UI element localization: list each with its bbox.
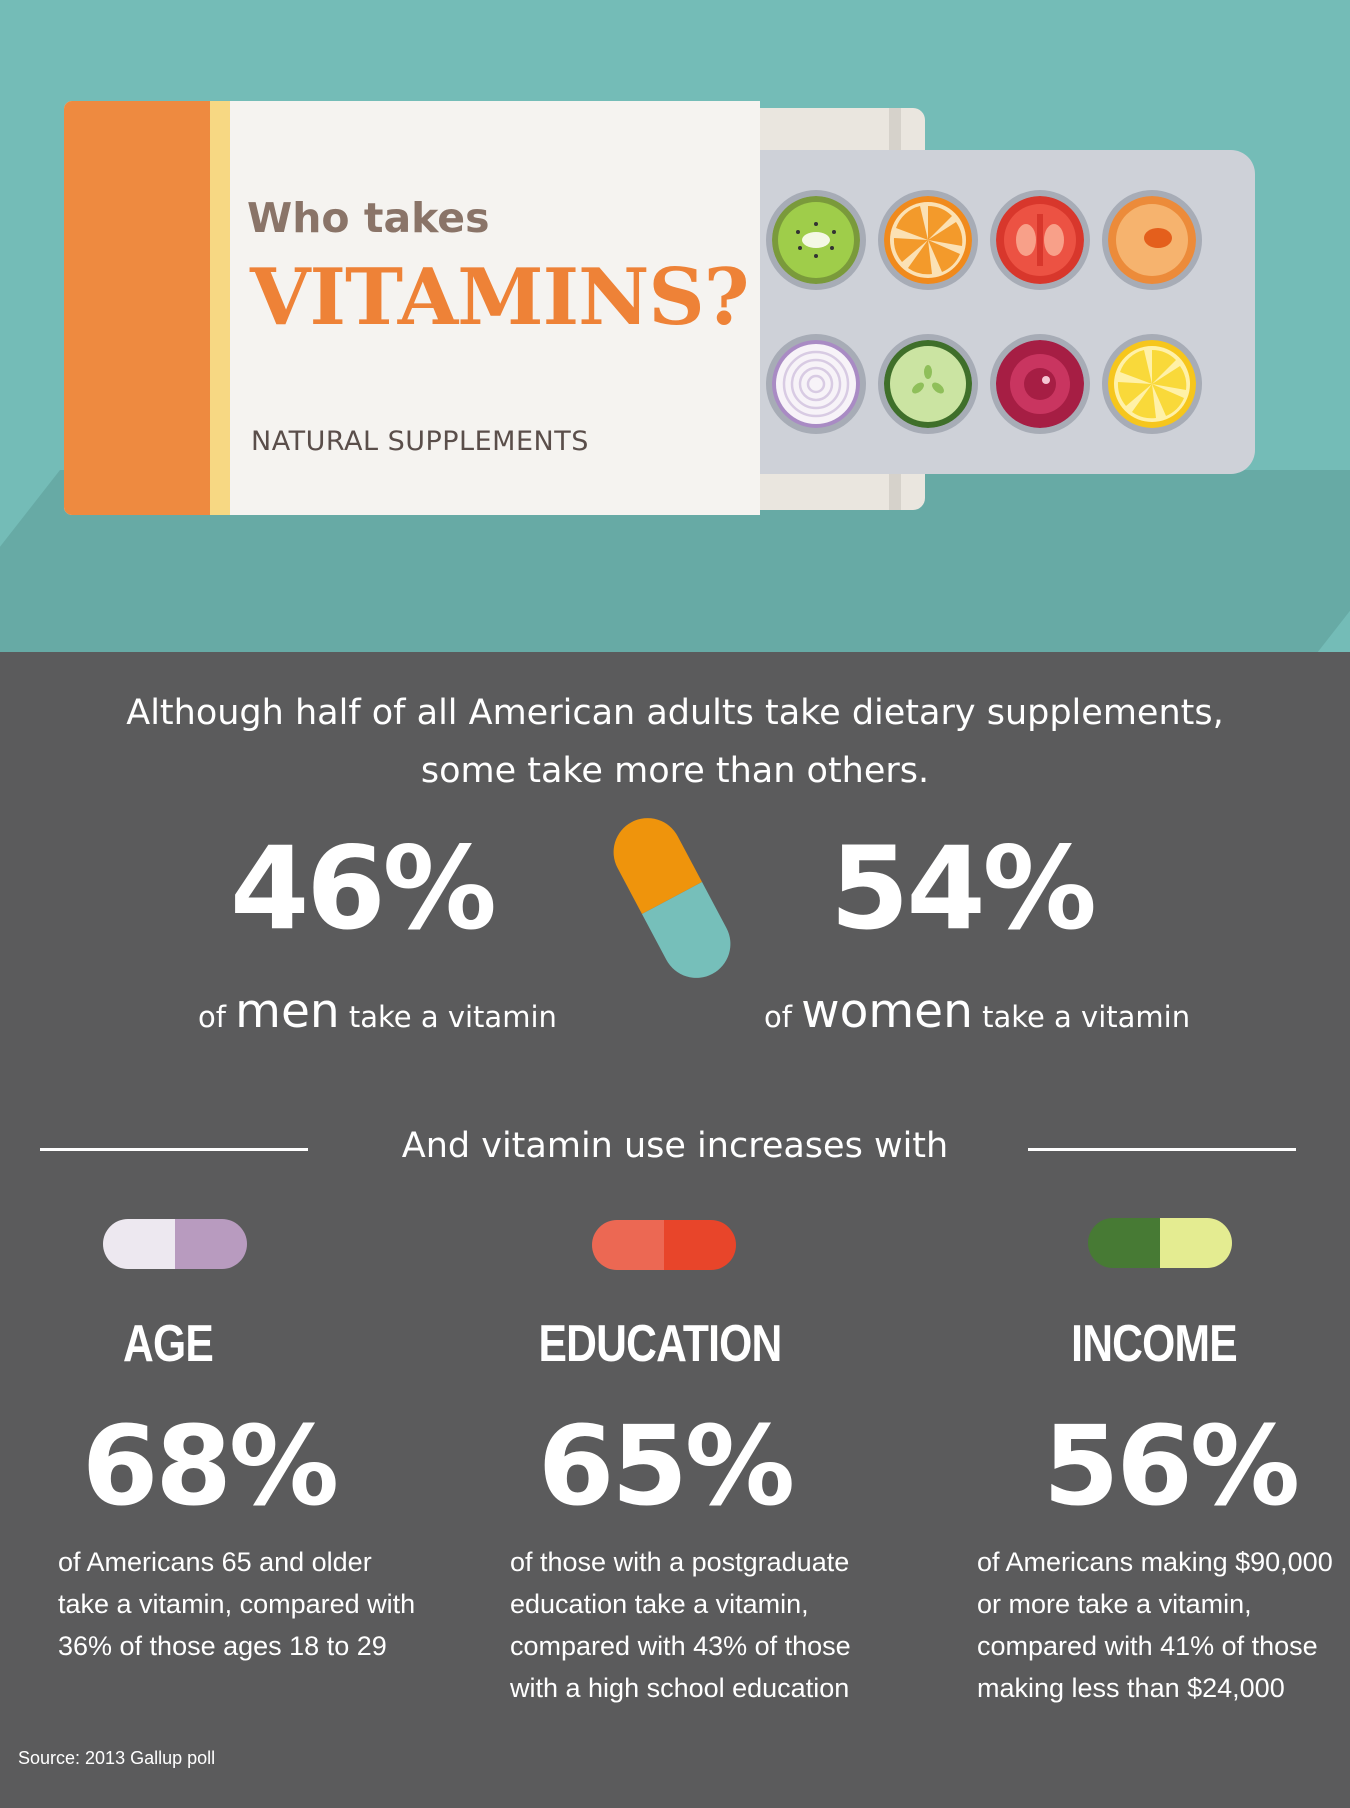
education-description: of those with a postgraduate education t… bbox=[510, 1541, 851, 1709]
divider-left bbox=[40, 1148, 308, 1151]
title-line1: Who takes bbox=[247, 194, 490, 242]
income-desc-line: compared with 41% of those bbox=[977, 1631, 1318, 1661]
tomato-slice-icon bbox=[990, 190, 1090, 290]
beet-slice-icon bbox=[990, 334, 1090, 434]
age-capsule-right bbox=[175, 1219, 247, 1269]
men-group: men bbox=[235, 984, 340, 1039]
increase-heading: And vitamin use increases with bbox=[401, 1126, 949, 1166]
intro-text: Although half of all American adults tak… bbox=[0, 684, 1350, 800]
women-percent: 54% bbox=[830, 822, 1097, 955]
source-note: Source: 2013 Gallup poll bbox=[18, 1748, 216, 1768]
orange-slice-icon bbox=[878, 190, 978, 290]
age-percent: 68% bbox=[81, 1402, 339, 1530]
divider-right bbox=[1028, 1148, 1296, 1151]
capsule-icon bbox=[601, 806, 743, 990]
peach-slice-icon bbox=[1102, 190, 1202, 290]
hero-banner: Who takes VITAMINS? NATURAL SUPPLEMENTS bbox=[0, 0, 1350, 652]
intro-line1: Although half of all American adults tak… bbox=[126, 693, 1224, 733]
men-percent: 46% bbox=[230, 822, 497, 955]
age-title: AGE bbox=[123, 1315, 214, 1373]
men-suffix: take a vitamin bbox=[348, 1000, 557, 1034]
men-caption: of men take a vitamin bbox=[198, 984, 557, 1039]
kiwi-slice-graphic bbox=[772, 196, 860, 284]
education-capsule-icon bbox=[592, 1220, 736, 1270]
onion-slice-graphic bbox=[772, 340, 860, 428]
box-yellow-stripe bbox=[210, 101, 230, 515]
intro-line2: some take more than others. bbox=[420, 751, 930, 791]
women-prefix: of bbox=[764, 1000, 792, 1034]
education-desc-line: of those with a postgraduate bbox=[510, 1547, 850, 1577]
supplement-box bbox=[64, 101, 760, 515]
age-desc-line: take a vitamin, compared with bbox=[58, 1589, 416, 1619]
age-capsule-icon bbox=[103, 1219, 247, 1269]
age-desc-line: 36% of those ages 18 to 29 bbox=[58, 1631, 387, 1661]
income-percent: 56% bbox=[1042, 1402, 1300, 1530]
education-capsule-right bbox=[664, 1220, 736, 1270]
cucumber-slice-icon bbox=[878, 334, 978, 434]
peach-slice-graphic bbox=[1108, 196, 1196, 284]
men-prefix: of bbox=[198, 1000, 226, 1034]
women-caption: of women take a vitamin bbox=[764, 984, 1190, 1039]
education-capsule-left bbox=[592, 1220, 664, 1270]
income-description: of Americans making $90,000 or more take… bbox=[977, 1541, 1333, 1709]
education-percent: 65% bbox=[537, 1402, 795, 1530]
title-line2: VITAMINS? bbox=[250, 252, 749, 343]
education-desc-line: compared with 43% of those bbox=[510, 1631, 851, 1661]
age-description: of Americans 65 and older take a vitamin… bbox=[58, 1541, 415, 1667]
education-desc-line: education take a vitamin, bbox=[510, 1589, 809, 1619]
kiwi-slice-icon bbox=[766, 190, 866, 290]
education-title: EDUCATION bbox=[538, 1315, 783, 1373]
income-title: INCOME bbox=[1071, 1315, 1237, 1373]
income-capsule-left bbox=[1088, 1218, 1160, 1268]
education-desc-line: with a high school education bbox=[510, 1673, 850, 1703]
age-capsule-left bbox=[103, 1219, 175, 1269]
income-capsule-icon bbox=[1088, 1218, 1232, 1268]
women-suffix: take a vitamin bbox=[982, 1000, 1191, 1034]
subtitle: NATURAL SUPPLEMENTS bbox=[251, 426, 589, 457]
onion-slice-icon bbox=[766, 334, 866, 434]
lemon-slice-graphic bbox=[1108, 340, 1196, 428]
tomato-slice-graphic bbox=[996, 196, 1084, 284]
income-capsule-right bbox=[1160, 1218, 1232, 1268]
cucumber-slice-graphic bbox=[884, 340, 972, 428]
lemon-slice-icon bbox=[1102, 334, 1202, 434]
women-group: women bbox=[801, 984, 973, 1039]
orange-slice-graphic bbox=[884, 196, 972, 284]
beet-slice-graphic bbox=[996, 340, 1084, 428]
age-desc-line: of Americans 65 and older bbox=[58, 1547, 372, 1577]
income-desc-line: or more take a vitamin, bbox=[977, 1589, 1252, 1619]
income-desc-line: of Americans making $90,000 bbox=[977, 1547, 1333, 1577]
income-desc-line: making less than $24,000 bbox=[977, 1673, 1285, 1703]
box-orange-stripe bbox=[64, 101, 210, 515]
